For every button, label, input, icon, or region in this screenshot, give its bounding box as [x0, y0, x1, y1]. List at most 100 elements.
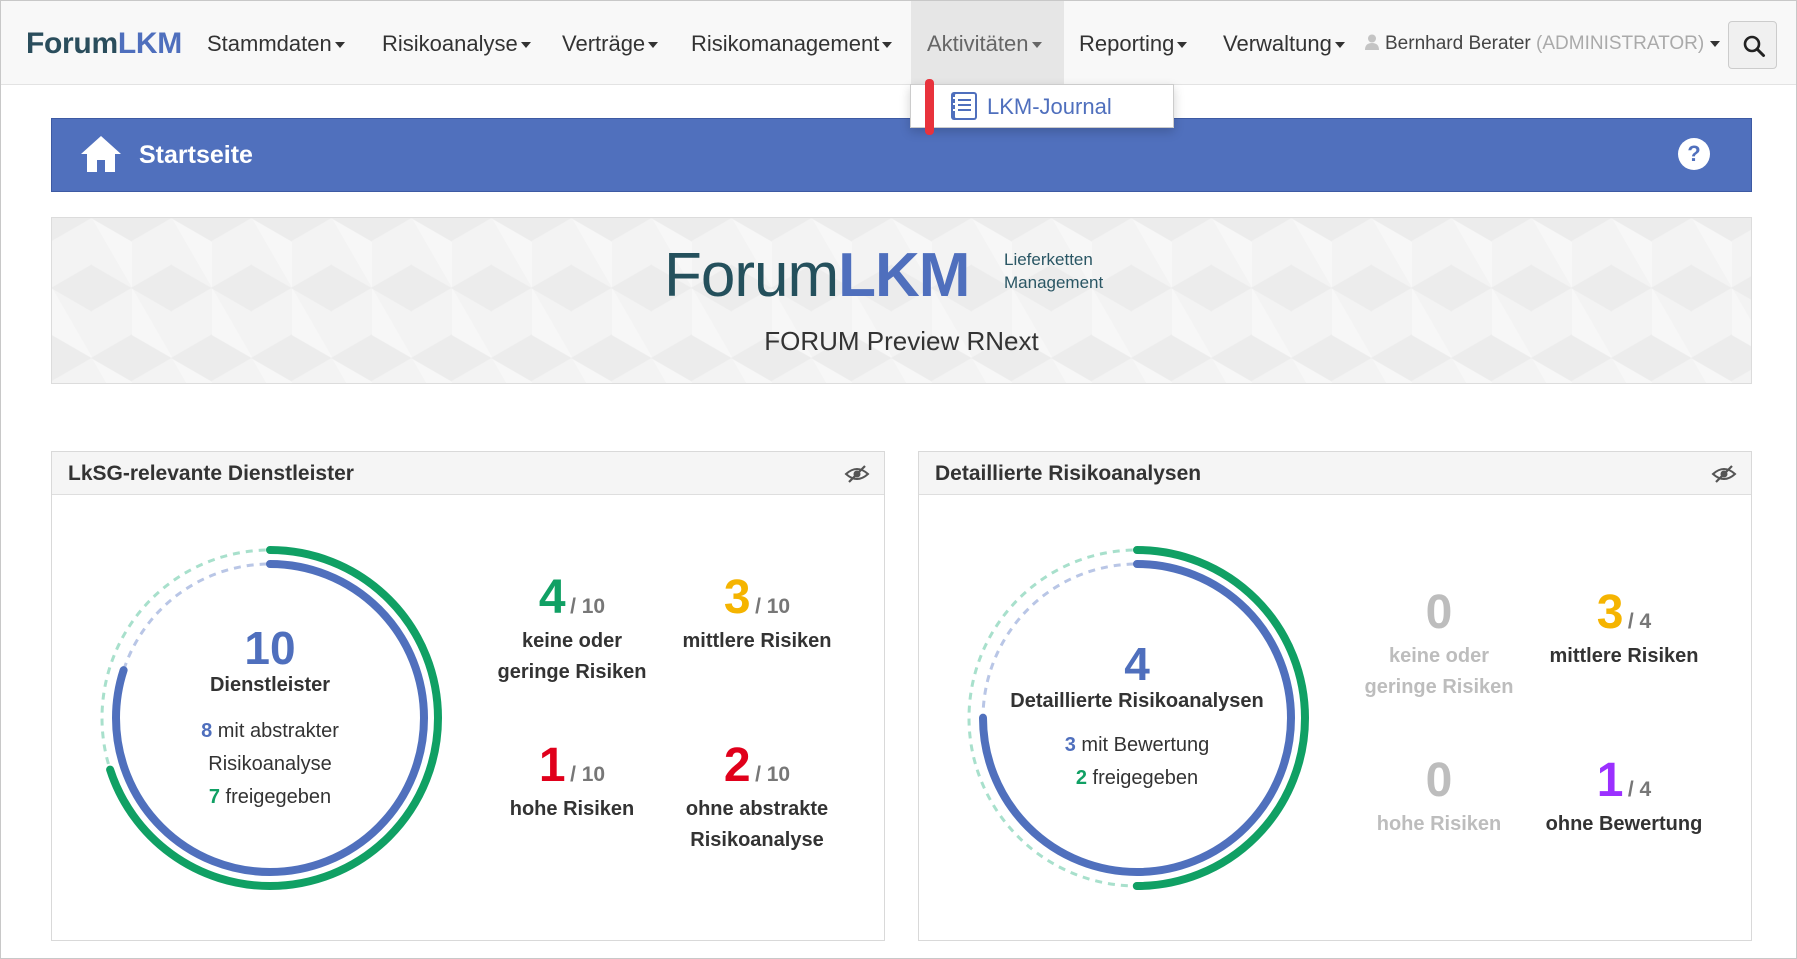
top-navbar: ForumLKM Stammdaten Risikoanalyse Verträ… [1, 1, 1796, 85]
stat-desc-line-2: geringe Risiken [497, 661, 647, 683]
caret-down-icon [882, 42, 893, 49]
page-header: Startseite ? [51, 118, 1752, 192]
stat-high-risk[interactable]: 1 / 10 hohe Risiken [482, 740, 662, 825]
banner-logo: ForumLKM [664, 240, 970, 311]
ring-inner-progress [112, 560, 428, 876]
nav-label: Risikomanagement [691, 31, 880, 56]
caret-down-icon [1031, 42, 1042, 49]
stat-medium-risk[interactable]: 3 / 4 mittlere Risiken [1534, 587, 1714, 672]
stat-value: 1 [538, 739, 566, 792]
stat-desc: keine oder geringe Risiken [1349, 641, 1529, 703]
nav-verwaltung[interactable]: Verwaltung [1223, 1, 1345, 85]
aktivitaeten-dropdown: LKM-Journal [910, 79, 1174, 135]
banner-tagline: Lieferketten Management [1004, 248, 1103, 294]
center-line-3: 7 freigegeben [120, 781, 420, 814]
highlight-marker [925, 79, 934, 135]
caret-down-icon [1710, 40, 1721, 47]
panel-title: LkSG-relevante Dienstleister [68, 462, 354, 485]
count-released: 7 [208, 786, 220, 808]
search-icon [1743, 35, 1765, 57]
stat-desc-line-1: keine oder [1388, 645, 1490, 667]
stat-total: / 4 [1627, 778, 1652, 801]
stat-value: 1 [1596, 754, 1624, 807]
nav-label: Risikoanalyse [382, 31, 518, 56]
stat-desc-line-1: keine oder [521, 630, 623, 652]
ring-outer-progress [965, 546, 1309, 890]
nav-risikoanalyse[interactable]: Risikoanalyse [382, 1, 531, 85]
center-label: Detaillierte Risikoanalysen [1010, 690, 1264, 712]
stat-value: 4 [538, 571, 566, 624]
eye-slash-icon[interactable] [1711, 464, 1737, 484]
nav-label: Stammdaten [207, 31, 332, 56]
panel-title: Detaillierte Risikoanalysen [935, 462, 1202, 485]
user-icon [1365, 34, 1379, 51]
panel-dienstleister: LkSG-relevante Dienstleister 10 Dienstle… [51, 451, 885, 941]
panel-detailed-analyses: Detaillierte Risikoanalysen 4 Detaillier… [918, 451, 1752, 941]
line-text: mit Bewertung [1081, 734, 1210, 756]
count-abstract: 8 [201, 720, 213, 742]
nav-vertraege[interactable]: Verträge [562, 1, 659, 85]
stat-total: / 10 [570, 763, 606, 786]
dropdown-item-label: LKM-Journal [987, 94, 1112, 119]
ring-chart [965, 546, 1309, 890]
stat-desc-line-2: geringe Risiken [1364, 676, 1514, 698]
stat-value: 0 [1425, 586, 1453, 639]
nav-aktivitaeten[interactable]: Aktivitäten [911, 1, 1064, 85]
line-text: freigegeben [225, 786, 332, 808]
nav-label: Verwaltung [1223, 31, 1332, 56]
tagline-line-2: Management [1004, 273, 1104, 292]
stat-value: 0 [1425, 754, 1453, 807]
ring-center: 4 Detaillierte Risikoanalysen 3 mit Bewe… [987, 638, 1287, 795]
center-line-1: 8 mit abstrakter [120, 715, 420, 748]
user-menu[interactable]: Bernhard Berater (ADMINISTRATOR) [1365, 1, 1721, 85]
center-value: 4 [1124, 638, 1150, 690]
caret-down-icon [334, 42, 345, 49]
stat-medium-risk[interactable]: 3 / 10 mittlere Risiken [667, 572, 847, 657]
banner-logo-part-1: Forum [664, 241, 839, 310]
stat-value: 2 [723, 739, 751, 792]
stat-total: / 10 [755, 763, 791, 786]
stat-no-rating[interactable]: 1 / 4 ohne Bewertung [1534, 755, 1714, 840]
center-label: Dienstleister [209, 674, 331, 696]
panel-header: Detaillierte Risikoanalysen [919, 452, 1751, 495]
nav-reporting[interactable]: Reporting [1079, 1, 1188, 85]
stat-desc: mittlere Risiken [1549, 645, 1699, 667]
stat-desc-line-1: ohne abstrakte [685, 798, 829, 820]
stat-desc: ohne abstrakte Risikoanalyse [667, 794, 847, 856]
brand-part-2: LKM [117, 27, 182, 60]
stat-low-risk[interactable]: 4 / 10 keine oder geringe Risiken [482, 572, 662, 688]
stat-low-risk[interactable]: 0 keine oder geringe Risiken [1349, 587, 1529, 703]
center-line-2: Risikoanalyse [208, 753, 332, 775]
nav-risikomanagement[interactable]: Risikomanagement [691, 1, 893, 85]
nav-label: Aktivitäten [927, 31, 1029, 56]
welcome-banner: ForumLKM Lieferketten Management FORUM Pr… [51, 217, 1752, 384]
dropdown-item-lkm-journal[interactable]: LKM-Journal [949, 89, 1112, 125]
tagline-line-1: Lieferketten [1004, 250, 1093, 269]
stat-total: / 4 [1627, 610, 1652, 633]
help-button[interactable]: ? [1678, 138, 1710, 170]
ring-chart [98, 546, 442, 890]
banner-subtitle: FORUM Preview RNext [764, 326, 1039, 356]
nav-label: Verträge [562, 31, 646, 56]
stat-desc: ohne Bewertung [1545, 813, 1703, 835]
search-button[interactable] [1728, 21, 1777, 69]
stat-value: 3 [1596, 586, 1624, 639]
ring-center: 10 Dienstleister 8 mit abstrakter Risiko… [120, 622, 420, 814]
caret-down-icon [648, 42, 659, 49]
page-title: Startseite [139, 141, 253, 169]
stat-total: / 10 [755, 595, 791, 618]
banner-logo-part-2: LKM [838, 241, 970, 310]
stat-desc: mittlere Risiken [682, 630, 832, 652]
eye-slash-icon[interactable] [844, 464, 870, 484]
stat-high-risk[interactable]: 0 hohe Risiken [1349, 755, 1529, 840]
brand-logo[interactable]: ForumLKM [26, 27, 182, 61]
center-value: 10 [244, 622, 296, 674]
caret-down-icon [520, 42, 531, 49]
stat-no-analysis[interactable]: 2 / 10 ohne abstrakte Risikoanalyse [667, 740, 847, 856]
nav-label: Reporting [1079, 31, 1175, 56]
journal-icon [951, 92, 977, 121]
brand-part-1: Forum [26, 27, 118, 60]
nav-stammdaten[interactable]: Stammdaten [207, 1, 345, 85]
stat-desc: keine oder geringe Risiken [482, 626, 662, 688]
line-text: freigegeben [1092, 767, 1199, 789]
